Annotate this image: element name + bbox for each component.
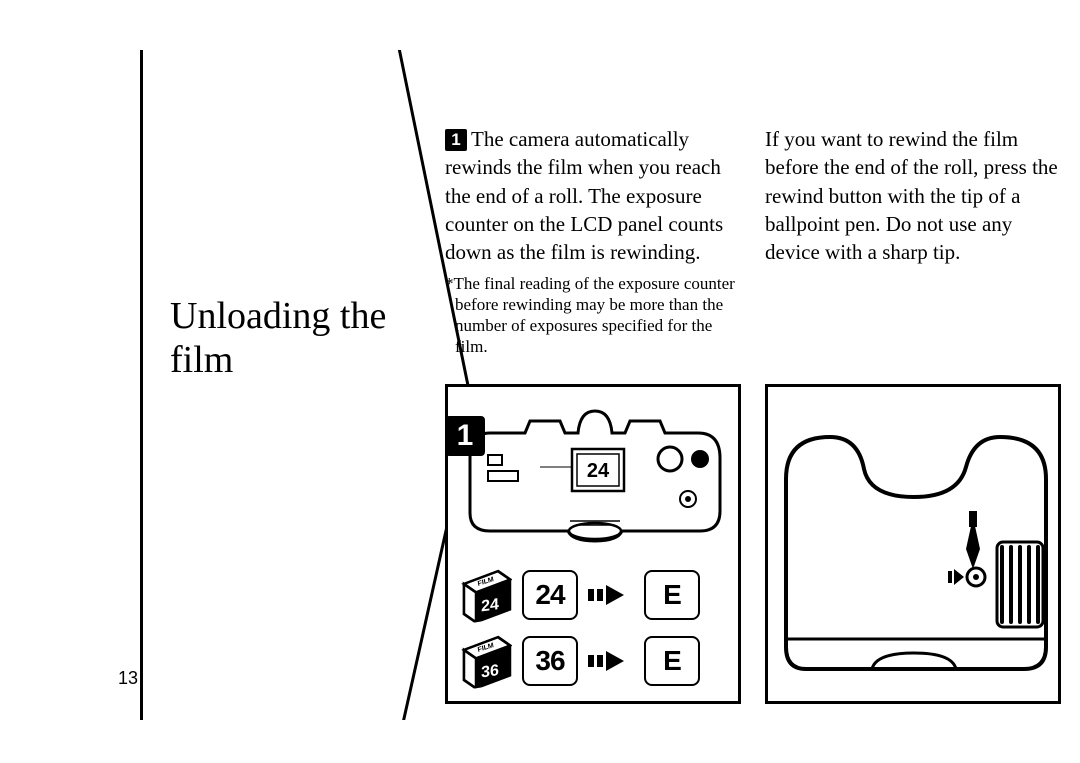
- diagonal-divider: [143, 50, 483, 720]
- svg-text:24: 24: [481, 595, 499, 615]
- counter-row-24: FILM 24 24 E: [458, 567, 700, 623]
- footnote: *The final reading of the exposure count…: [445, 273, 745, 358]
- page-number: 13: [118, 668, 138, 689]
- fast-forward-icon: [588, 583, 634, 607]
- lcd-36-end: E: [644, 636, 700, 686]
- lcd-24-end: E: [644, 570, 700, 620]
- svg-text:36: 36: [481, 661, 499, 681]
- film-box-36-icon: FILM 36: [458, 631, 512, 691]
- camera-top-illustration: 24: [460, 403, 730, 543]
- column-1: 1The camera automatically rewinds the fi…: [445, 125, 745, 358]
- column-2: If you want to rewind the film before th…: [765, 125, 1065, 267]
- figure-1-badge: 1: [445, 416, 485, 456]
- figure-1: 24 FILM 24 24: [445, 384, 741, 704]
- fast-forward-icon: [588, 649, 634, 673]
- manual-page: Unloading the film 13 1The camera automa…: [70, 50, 1040, 720]
- section-title: Unloading the film: [170, 295, 400, 382]
- step1-paragraph: 1The camera automatically rewinds the fi…: [445, 125, 745, 267]
- film-box-24-icon: FILM 24: [458, 565, 512, 625]
- figure-2: [765, 384, 1061, 704]
- lcd-top-value: 24: [587, 460, 610, 482]
- camera-base-illustration: [776, 417, 1054, 677]
- step1-text: The camera automatically rewinds the fil…: [445, 127, 723, 264]
- lcd-24-start: 24: [522, 570, 578, 620]
- margin-rule: [140, 50, 143, 720]
- step-1-badge: 1: [445, 129, 467, 151]
- counter-row-36: FILM 36 36 E: [458, 633, 700, 689]
- col2-text: If you want to rewind the film before th…: [765, 125, 1065, 267]
- lcd-36-start: 36: [522, 636, 578, 686]
